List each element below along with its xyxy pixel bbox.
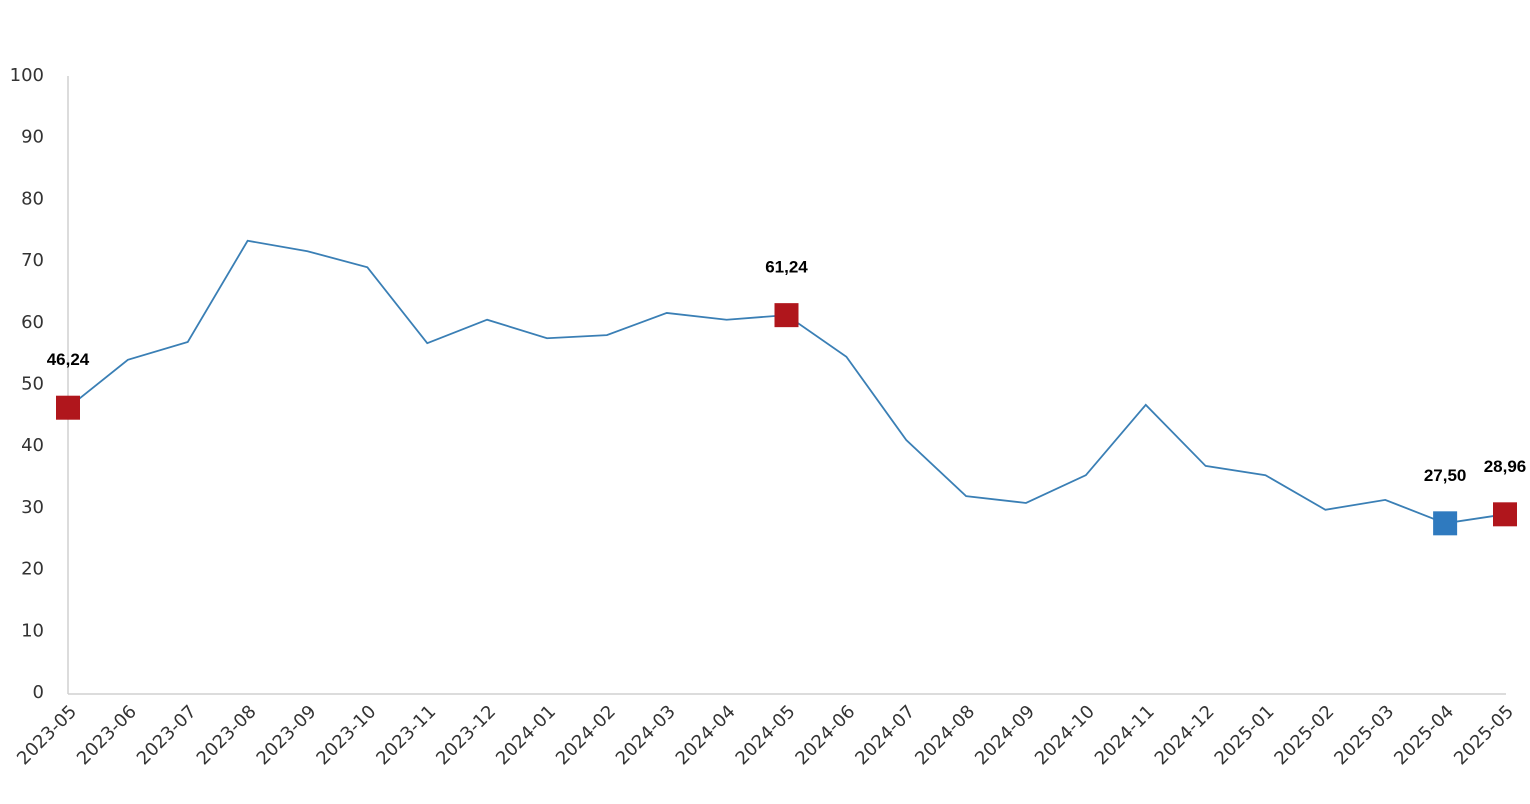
x-tick-label: 2025-03 — [1330, 701, 1398, 769]
x-tick-label: 2023-06 — [73, 701, 141, 769]
data-label: 61,24 — [765, 258, 808, 277]
x-tick-label: 2024-04 — [672, 701, 740, 769]
data-label: 28,96 — [1484, 457, 1527, 476]
x-tick-label: 2023-11 — [372, 701, 440, 769]
x-tick-label: 2024-01 — [492, 701, 560, 769]
line — [67, 239, 1506, 525]
x-tick-label: 2024-08 — [911, 701, 979, 769]
y-tick-label: 80 — [21, 188, 44, 209]
x-tick-label: 2024-03 — [612, 701, 680, 769]
y-tick-label: 40 — [21, 435, 44, 456]
x-tick-label: 2023-05 — [13, 701, 81, 769]
y-tick-label: 30 — [21, 497, 44, 518]
marker — [56, 395, 80, 420]
x-tick-label: 2024-11 — [1091, 701, 1159, 769]
y-tick-label: 50 — [21, 374, 44, 395]
marker — [1433, 511, 1458, 536]
y-tick-label: 100 — [10, 65, 44, 86]
x-tick-label: 2023-08 — [193, 701, 261, 769]
x-tick-label: 2024-07 — [851, 701, 919, 769]
x-tick-label: 2024-12 — [1151, 701, 1219, 769]
y-tick-label: 0 — [33, 682, 44, 703]
data-label: 46,24 — [47, 350, 90, 369]
y-tick-label: 70 — [21, 250, 44, 271]
x-tick-label: 2024-09 — [971, 701, 1039, 769]
y-tick-label: 90 — [21, 127, 44, 148]
x-tick-label: 2024-02 — [552, 701, 620, 769]
data-label: 27,50 — [1424, 466, 1467, 485]
y-tick-label: 60 — [21, 312, 44, 333]
x-tick-label: 2024-05 — [732, 701, 800, 769]
marker — [1493, 502, 1517, 527]
x-tick-label: 2023-10 — [312, 701, 380, 769]
x-tick-label: 2023-07 — [133, 701, 201, 769]
x-tick-label: 2025-04 — [1390, 701, 1458, 769]
x-tick-label: 2023-09 — [253, 701, 321, 769]
x-tick-label: 2024-06 — [791, 701, 859, 769]
y-tick-label: 20 — [21, 559, 44, 580]
marker — [774, 303, 799, 328]
x-tick-label: 2025-05 — [1450, 701, 1518, 769]
x-tick-label: 2024-10 — [1031, 701, 1099, 769]
x-tick-label: 2025-01 — [1211, 701, 1279, 769]
y-tick-label: 10 — [21, 620, 44, 641]
x-tick-label: 2023-12 — [432, 701, 500, 769]
x-tick-label: 2025-02 — [1270, 701, 1338, 769]
